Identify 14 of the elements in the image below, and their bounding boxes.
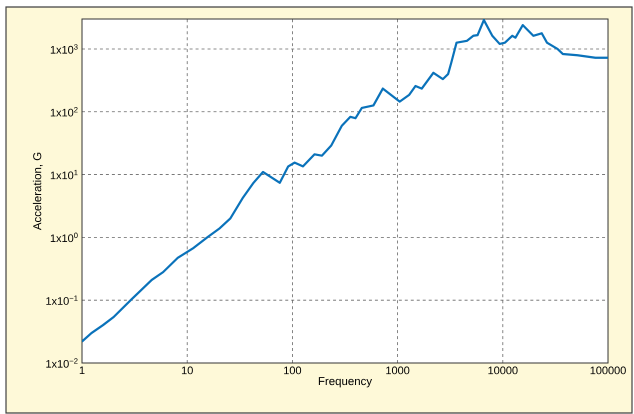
x-tick-label: 100 — [284, 366, 302, 374]
y-axis-title: Acceleration, G — [32, 152, 43, 230]
y-tick-label: 1x10$^{2}$ — [50, 107, 78, 116]
x-axis-title: Frequency — [318, 377, 372, 388]
x-tick-label: 10 — [182, 366, 193, 374]
y-tick-label: 1x10$^{−2}$ — [46, 358, 78, 368]
y-tick-label: 1x10$^{1}$ — [50, 170, 78, 180]
y-tick-label: 1x10$^{3}$ — [50, 44, 78, 54]
y-tick-label: 1x10$^{−1}$ — [46, 296, 78, 305]
x-tick-label: 1 — [80, 366, 85, 374]
x-tick-label: 100000 — [590, 366, 626, 374]
y-tick-label: 1x10$^{0}$ — [50, 232, 78, 242]
x-tick-label: 10000 — [488, 366, 518, 374]
x-tick-label: 1000 — [386, 366, 410, 374]
